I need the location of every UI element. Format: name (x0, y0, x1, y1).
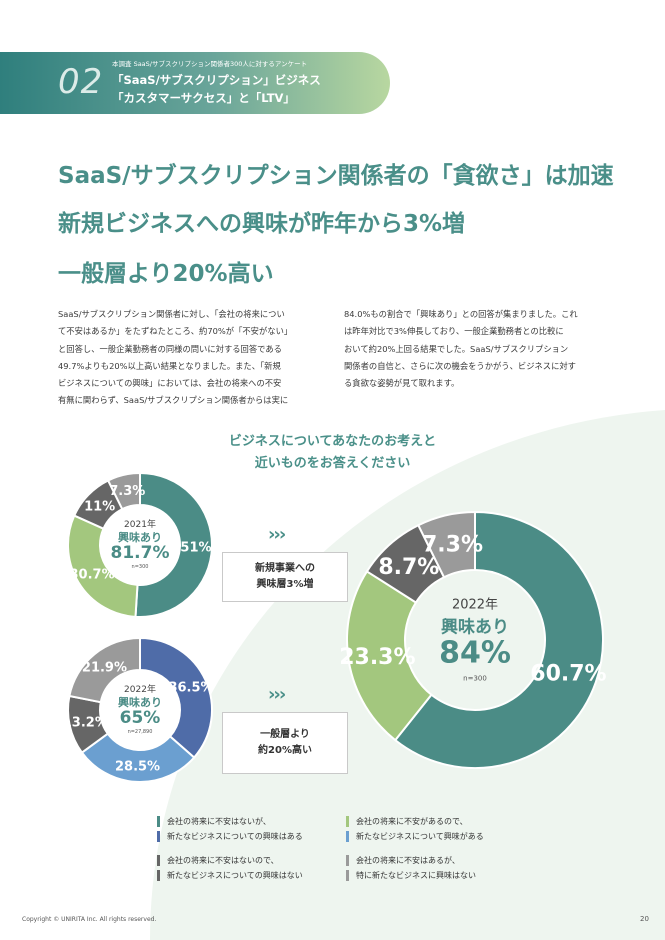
legend-label: 新たなビジネスについての興味はある (167, 832, 303, 841)
donut-center-text: 2022年 (452, 598, 498, 613)
slice-label: 21.9% (82, 660, 127, 675)
page-number: 20 (640, 915, 649, 923)
slice-label: 8.7% (378, 555, 439, 580)
donut-slice (68, 636, 141, 704)
donut-center-text: 65% (120, 708, 161, 728)
callout-1-line2: 興味層3%増 (256, 579, 314, 590)
legend-item-4: 会社の将来に不安はあるが、 特に新たなビジネスに興味はない (346, 853, 476, 883)
body-left-line: 49.7%よりも20%以上高い結果となりました。また、「新規 (58, 360, 281, 371)
headline-line2: 新規ビジネスへの興味が昨年から3%増 (58, 211, 466, 237)
donut-slice (416, 510, 476, 579)
donut-slice (346, 570, 433, 742)
callout-box-2: 一般層より 約20%高い (222, 712, 348, 774)
donut-slice (134, 471, 213, 618)
legend-swatch (157, 855, 160, 866)
section-subtitle: 本調査 SaaS/サブスクリプション関係者300人に対するアンケート (112, 60, 308, 68)
donut-center-text: n=300 (463, 675, 487, 683)
donut-slice (393, 510, 604, 769)
legend-swatch (346, 855, 349, 866)
donut-center-text: 興味あり (118, 695, 162, 709)
donut-slice (106, 471, 141, 511)
legend-label: 会社の将来に不安はないが、 (167, 817, 271, 826)
arrow-icon: ››› (268, 684, 286, 705)
legend-swatch (346, 870, 349, 881)
legend-label: 会社の将来に不安はあるが、 (356, 856, 460, 865)
legend-swatch (157, 870, 160, 881)
headline-line3: 一般層より20%高い (58, 261, 274, 287)
donut-center-text: 興味あり (441, 617, 509, 638)
donut-center-text: 81.7% (111, 543, 170, 563)
headline-line1: SaaS/サブスクリプション関係者の「貪欲さ」は加速 (58, 163, 614, 189)
donut-center-text: 2022年 (124, 683, 156, 695)
slice-label: 60.7% (530, 661, 606, 686)
slice-label: 51% (180, 540, 211, 555)
legend-swatch (157, 816, 160, 827)
callout-2-line1: 一般層より (260, 729, 310, 740)
question-line2: 近いものをお答えください (254, 456, 411, 471)
legend-item-1: 会社の将来に不安はないが、 新たなビジネスについての興味はある (157, 814, 303, 844)
donut-center-text: n=300 (132, 564, 149, 570)
slice-label: 28.5% (115, 759, 160, 774)
slice-label: 36.5% (168, 680, 213, 695)
legend-item-3: 会社の将来に不安はないので、 新たなビジネスについての興味はない (157, 853, 303, 883)
slice-label: 7.3% (109, 484, 145, 499)
body-left-line: ビジネスについての興味」においては、会社の将来への不安 (58, 378, 282, 389)
section-title-line1: 「SaaS/サブスクリプション」ビジネス (112, 73, 321, 87)
copyright: Copyright © UNIRITA Inc. All rights rese… (22, 916, 157, 923)
body-left-line: と回答し、一般企業勤務者の同様の問いに対する回答である (58, 343, 282, 354)
donut-slice (80, 732, 196, 783)
body-right-line: 84.0%もの割合で「興味あり」との回答が集まりました。これ (344, 309, 578, 319)
legend-swatch (346, 831, 349, 842)
body-right-line: る貪欲な姿勢が見て取れます。 (344, 378, 460, 389)
callout-box-1: 新規事業への 興味層3%増 (222, 552, 348, 602)
donut-center-text: n=27,890 (128, 729, 153, 735)
arrow-icon: ››› (268, 524, 286, 545)
body-right-line: おいて約20%上回る結果でした。SaaS/サブスクリプション (344, 343, 569, 354)
legend-item-2: 会社の将来に不安があるので、 新たなビジネスについて興味がある (346, 814, 484, 844)
slice-label: 30.7% (70, 568, 115, 583)
donut-center-text: 2021年 (124, 518, 156, 530)
legend-label: 新たなビジネスについての興味はない (167, 871, 303, 880)
donut-center-text: 興味あり (118, 530, 162, 544)
question-line1: ビジネスについてあなたのお考えと (228, 434, 437, 449)
legend-swatch (346, 816, 349, 827)
legend-swatch (157, 831, 160, 842)
legend-label: 新たなビジネスについて興味がある (356, 832, 484, 841)
donut-slice (139, 636, 213, 759)
callout-1-line1: 新規事業への (255, 563, 315, 574)
legend-label: 会社の将来に不安はないので、 (167, 856, 279, 865)
slice-label: 11% (84, 500, 115, 515)
slice-label: 7.3% (422, 532, 483, 557)
body-left: SaaS/サブスクリプション関係者に対し、「会社の将来につい て不安はあるか」を… (58, 306, 338, 410)
body-left-line: て不安はあるか」をたずねたところ、約70%が「不安がない」 (58, 326, 293, 337)
donut-slice (67, 514, 139, 618)
section-number: 02 (58, 62, 104, 102)
body-right: 84.0%もの割合で「興味あり」との回答が集まりました。これ は昨年対比で3%伸… (344, 306, 624, 392)
body-left-line: SaaS/サブスクリプション関係者に対し、「会社の将来につい (58, 309, 285, 319)
callout-2-line2: 約20%高い (258, 745, 312, 756)
body-right-line: は昨年対比で3%伸長しており、一般企業勤務者との比較に (344, 326, 564, 337)
legend-label: 特に新たなビジネスに興味はない (356, 871, 476, 880)
slice-label: 23.3% (339, 645, 415, 670)
section-tag: 02 本調査 SaaS/サブスクリプション関係者300人に対するアンケート 「S… (0, 52, 390, 114)
legend-label: 会社の将来に不安があるので、 (356, 817, 468, 826)
body-right-line: 関係者の自信と、さらに次の機会をうかがう、ビジネスに対す (344, 360, 576, 371)
body-left-line: 有無に関わらず、SaaS/サブスクリプション関係者からは実に (58, 395, 289, 406)
donut-center-text: 84% (439, 636, 511, 671)
section-title-line2: 「カスタマーサクセス」と「LTV」 (112, 91, 295, 105)
slice-label: 13.2% (63, 716, 108, 731)
